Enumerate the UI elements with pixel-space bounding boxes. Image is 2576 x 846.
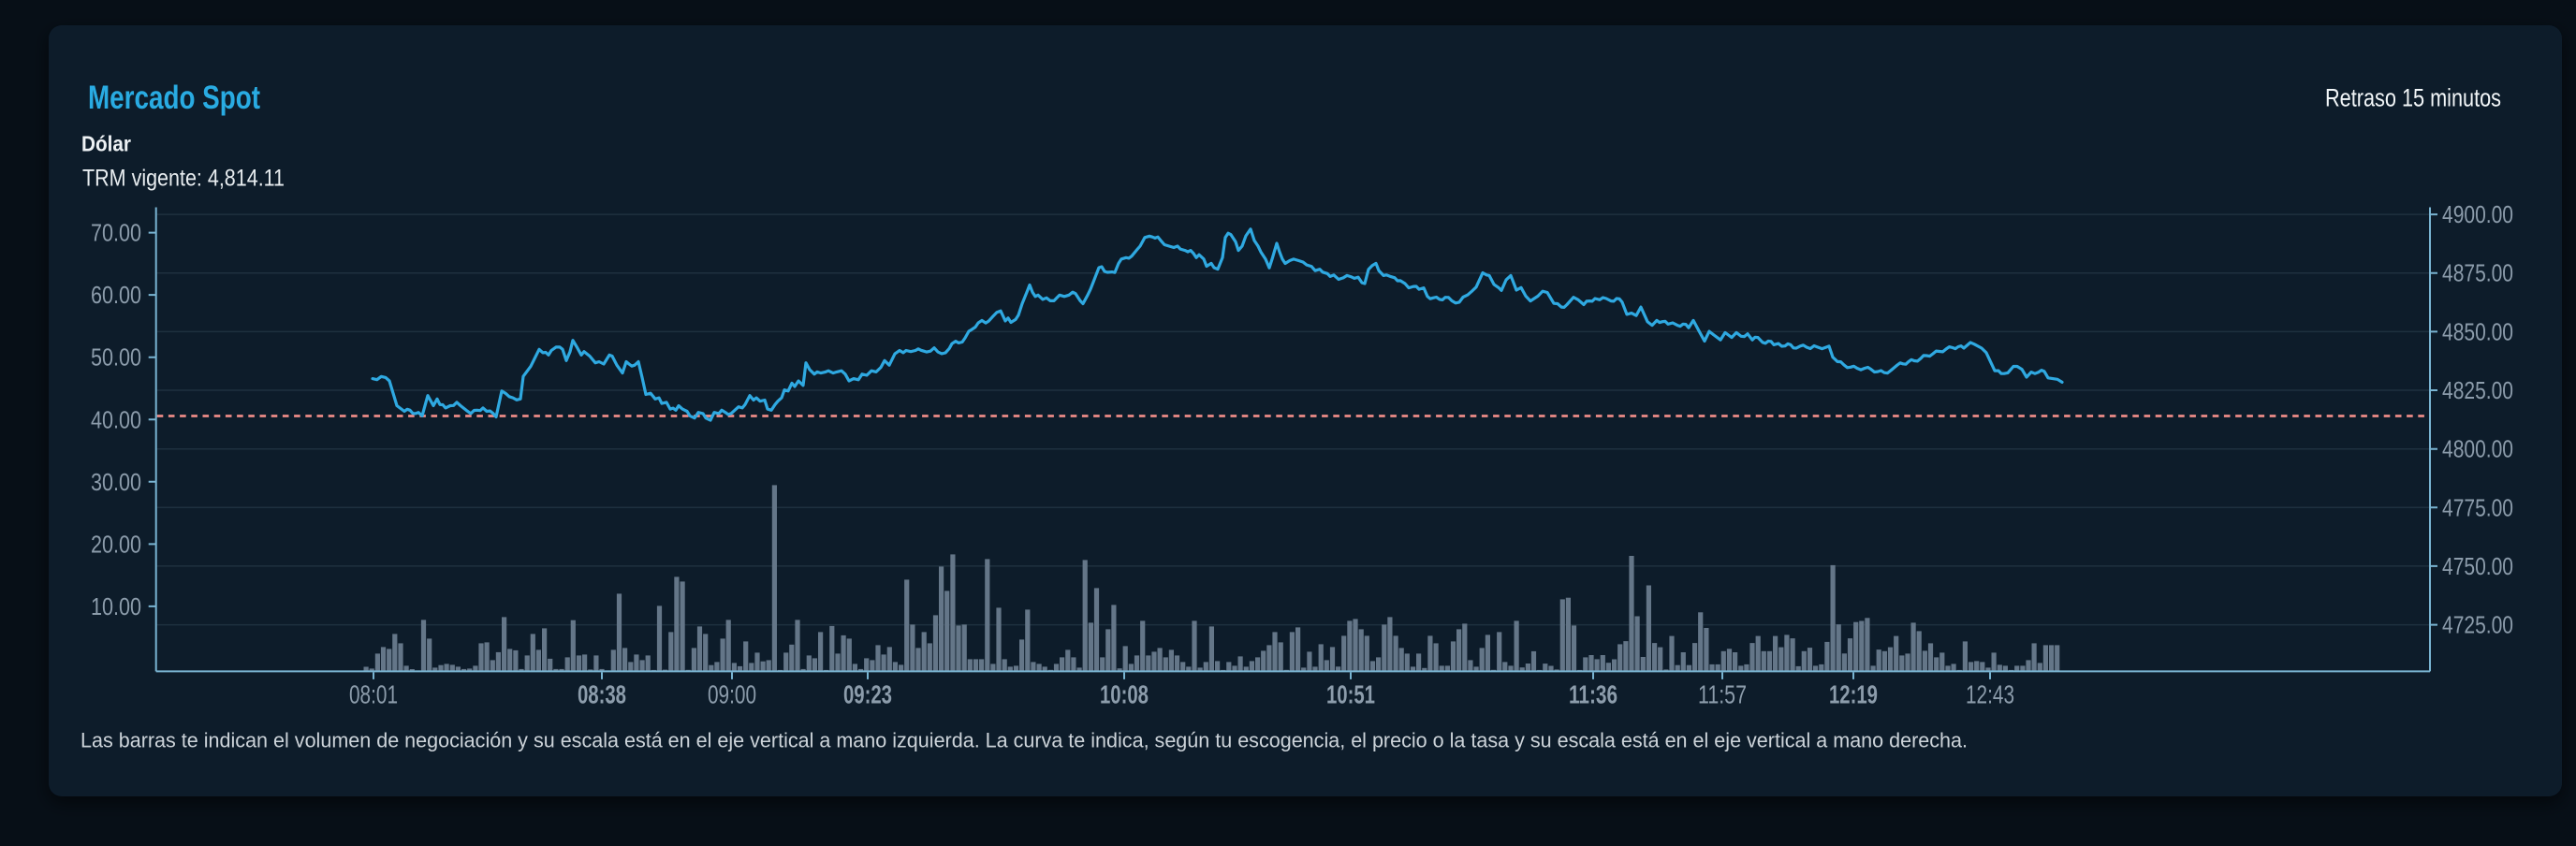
svg-text:09:23: 09:23 bbox=[843, 680, 892, 709]
svg-text:08:38: 08:38 bbox=[578, 680, 626, 709]
svg-text:4775.00: 4775.00 bbox=[2442, 493, 2513, 521]
svg-text:4825.00: 4825.00 bbox=[2442, 376, 2513, 404]
svg-text:20.00: 20.00 bbox=[91, 530, 141, 558]
svg-text:Mercado Spot: Mercado Spot bbox=[88, 80, 260, 116]
svg-text:12:43: 12:43 bbox=[1966, 680, 2014, 709]
svg-text:4850.00: 4850.00 bbox=[2442, 317, 2513, 345]
svg-text:09:00: 09:00 bbox=[708, 680, 756, 709]
svg-text:4900.00: 4900.00 bbox=[2442, 200, 2513, 228]
svg-text:Las barras te indican el volum: Las barras te indican el volumen de nego… bbox=[80, 729, 1968, 752]
svg-text:12:19: 12:19 bbox=[1829, 680, 1878, 709]
svg-text:10:51: 10:51 bbox=[1326, 680, 1375, 709]
svg-text:10:08: 10:08 bbox=[1100, 680, 1149, 709]
svg-text:TRM vigente: 4,814.11: TRM vigente: 4,814.11 bbox=[82, 166, 285, 192]
svg-text:60.00: 60.00 bbox=[91, 281, 141, 309]
svg-text:11:36: 11:36 bbox=[1569, 680, 1617, 709]
svg-text:70.00: 70.00 bbox=[91, 219, 141, 247]
svg-text:50.00: 50.00 bbox=[91, 343, 141, 372]
svg-text:08:01: 08:01 bbox=[349, 680, 398, 709]
svg-text:4750.00: 4750.00 bbox=[2442, 552, 2513, 580]
svg-text:30.00: 30.00 bbox=[91, 468, 141, 496]
svg-text:4875.00: 4875.00 bbox=[2442, 259, 2513, 287]
svg-text:4725.00: 4725.00 bbox=[2442, 611, 2513, 639]
svg-text:Dólar: Dólar bbox=[81, 132, 131, 156]
svg-text:11:57: 11:57 bbox=[1698, 680, 1747, 709]
svg-text:10.00: 10.00 bbox=[91, 592, 141, 620]
svg-text:40.00: 40.00 bbox=[91, 405, 141, 433]
svg-text:4800.00: 4800.00 bbox=[2442, 435, 2513, 463]
svg-text:Retraso 15 minutos: Retraso 15 minutos bbox=[2325, 84, 2501, 112]
